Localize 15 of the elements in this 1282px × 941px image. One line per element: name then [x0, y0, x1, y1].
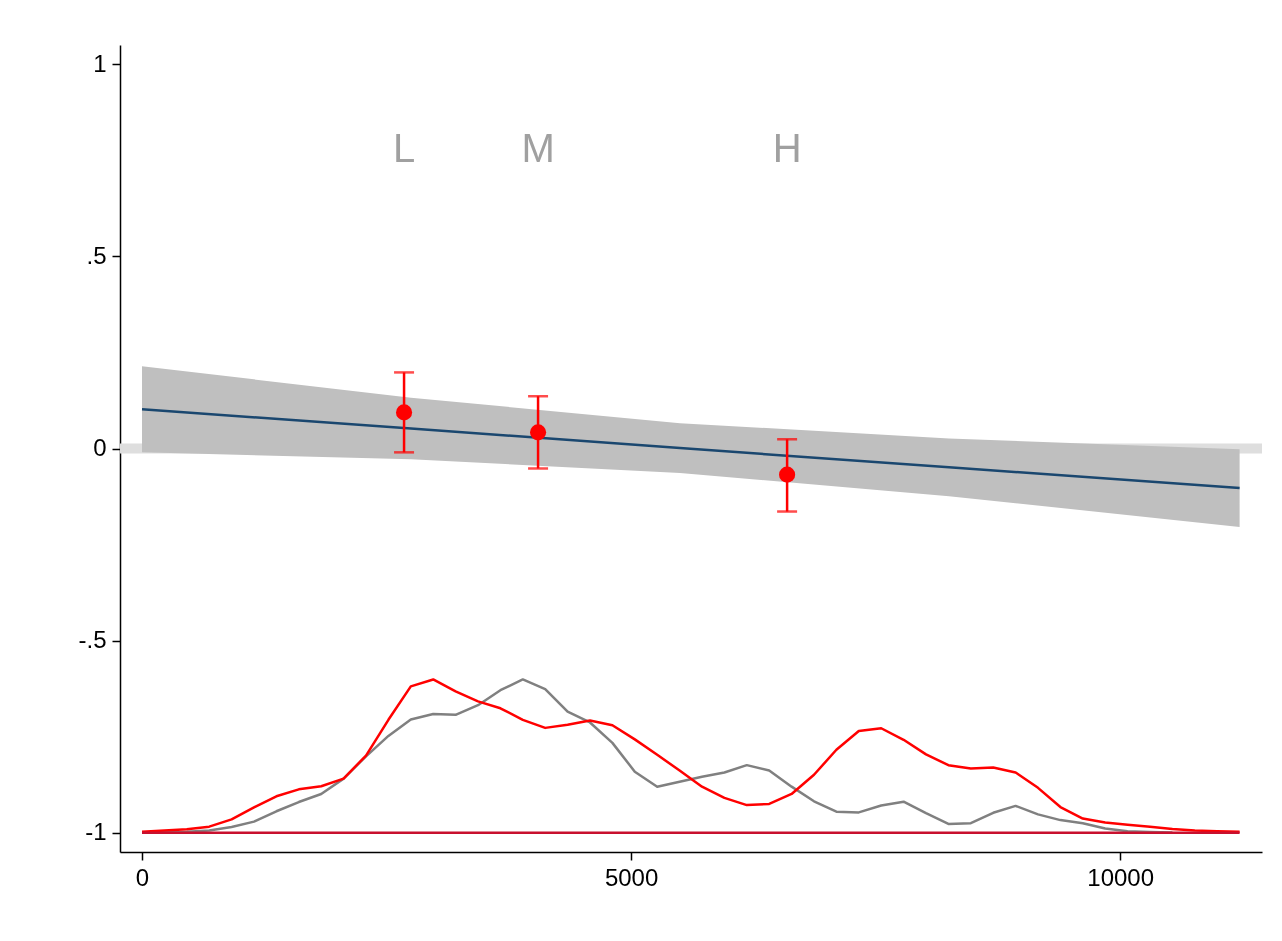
y-tick-label: -.5 [78, 626, 107, 654]
y-tick-label: 0 [93, 434, 107, 461]
line-series [140, 408, 1241, 490]
annotation: H [772, 125, 802, 170]
y-tick-label: .5 [86, 241, 107, 269]
annotation: L [392, 125, 416, 170]
x-tick-label: 10000 [1087, 863, 1155, 891]
x-tick-label: 0 [135, 863, 150, 891]
point [530, 424, 547, 441]
y-tick-label: -1 [85, 818, 107, 846]
x-tick-label: 5000 [604, 863, 659, 891]
point [779, 466, 796, 483]
annotation: M [521, 125, 555, 170]
y-tick-label: 1 [93, 49, 107, 77]
point [396, 404, 413, 421]
